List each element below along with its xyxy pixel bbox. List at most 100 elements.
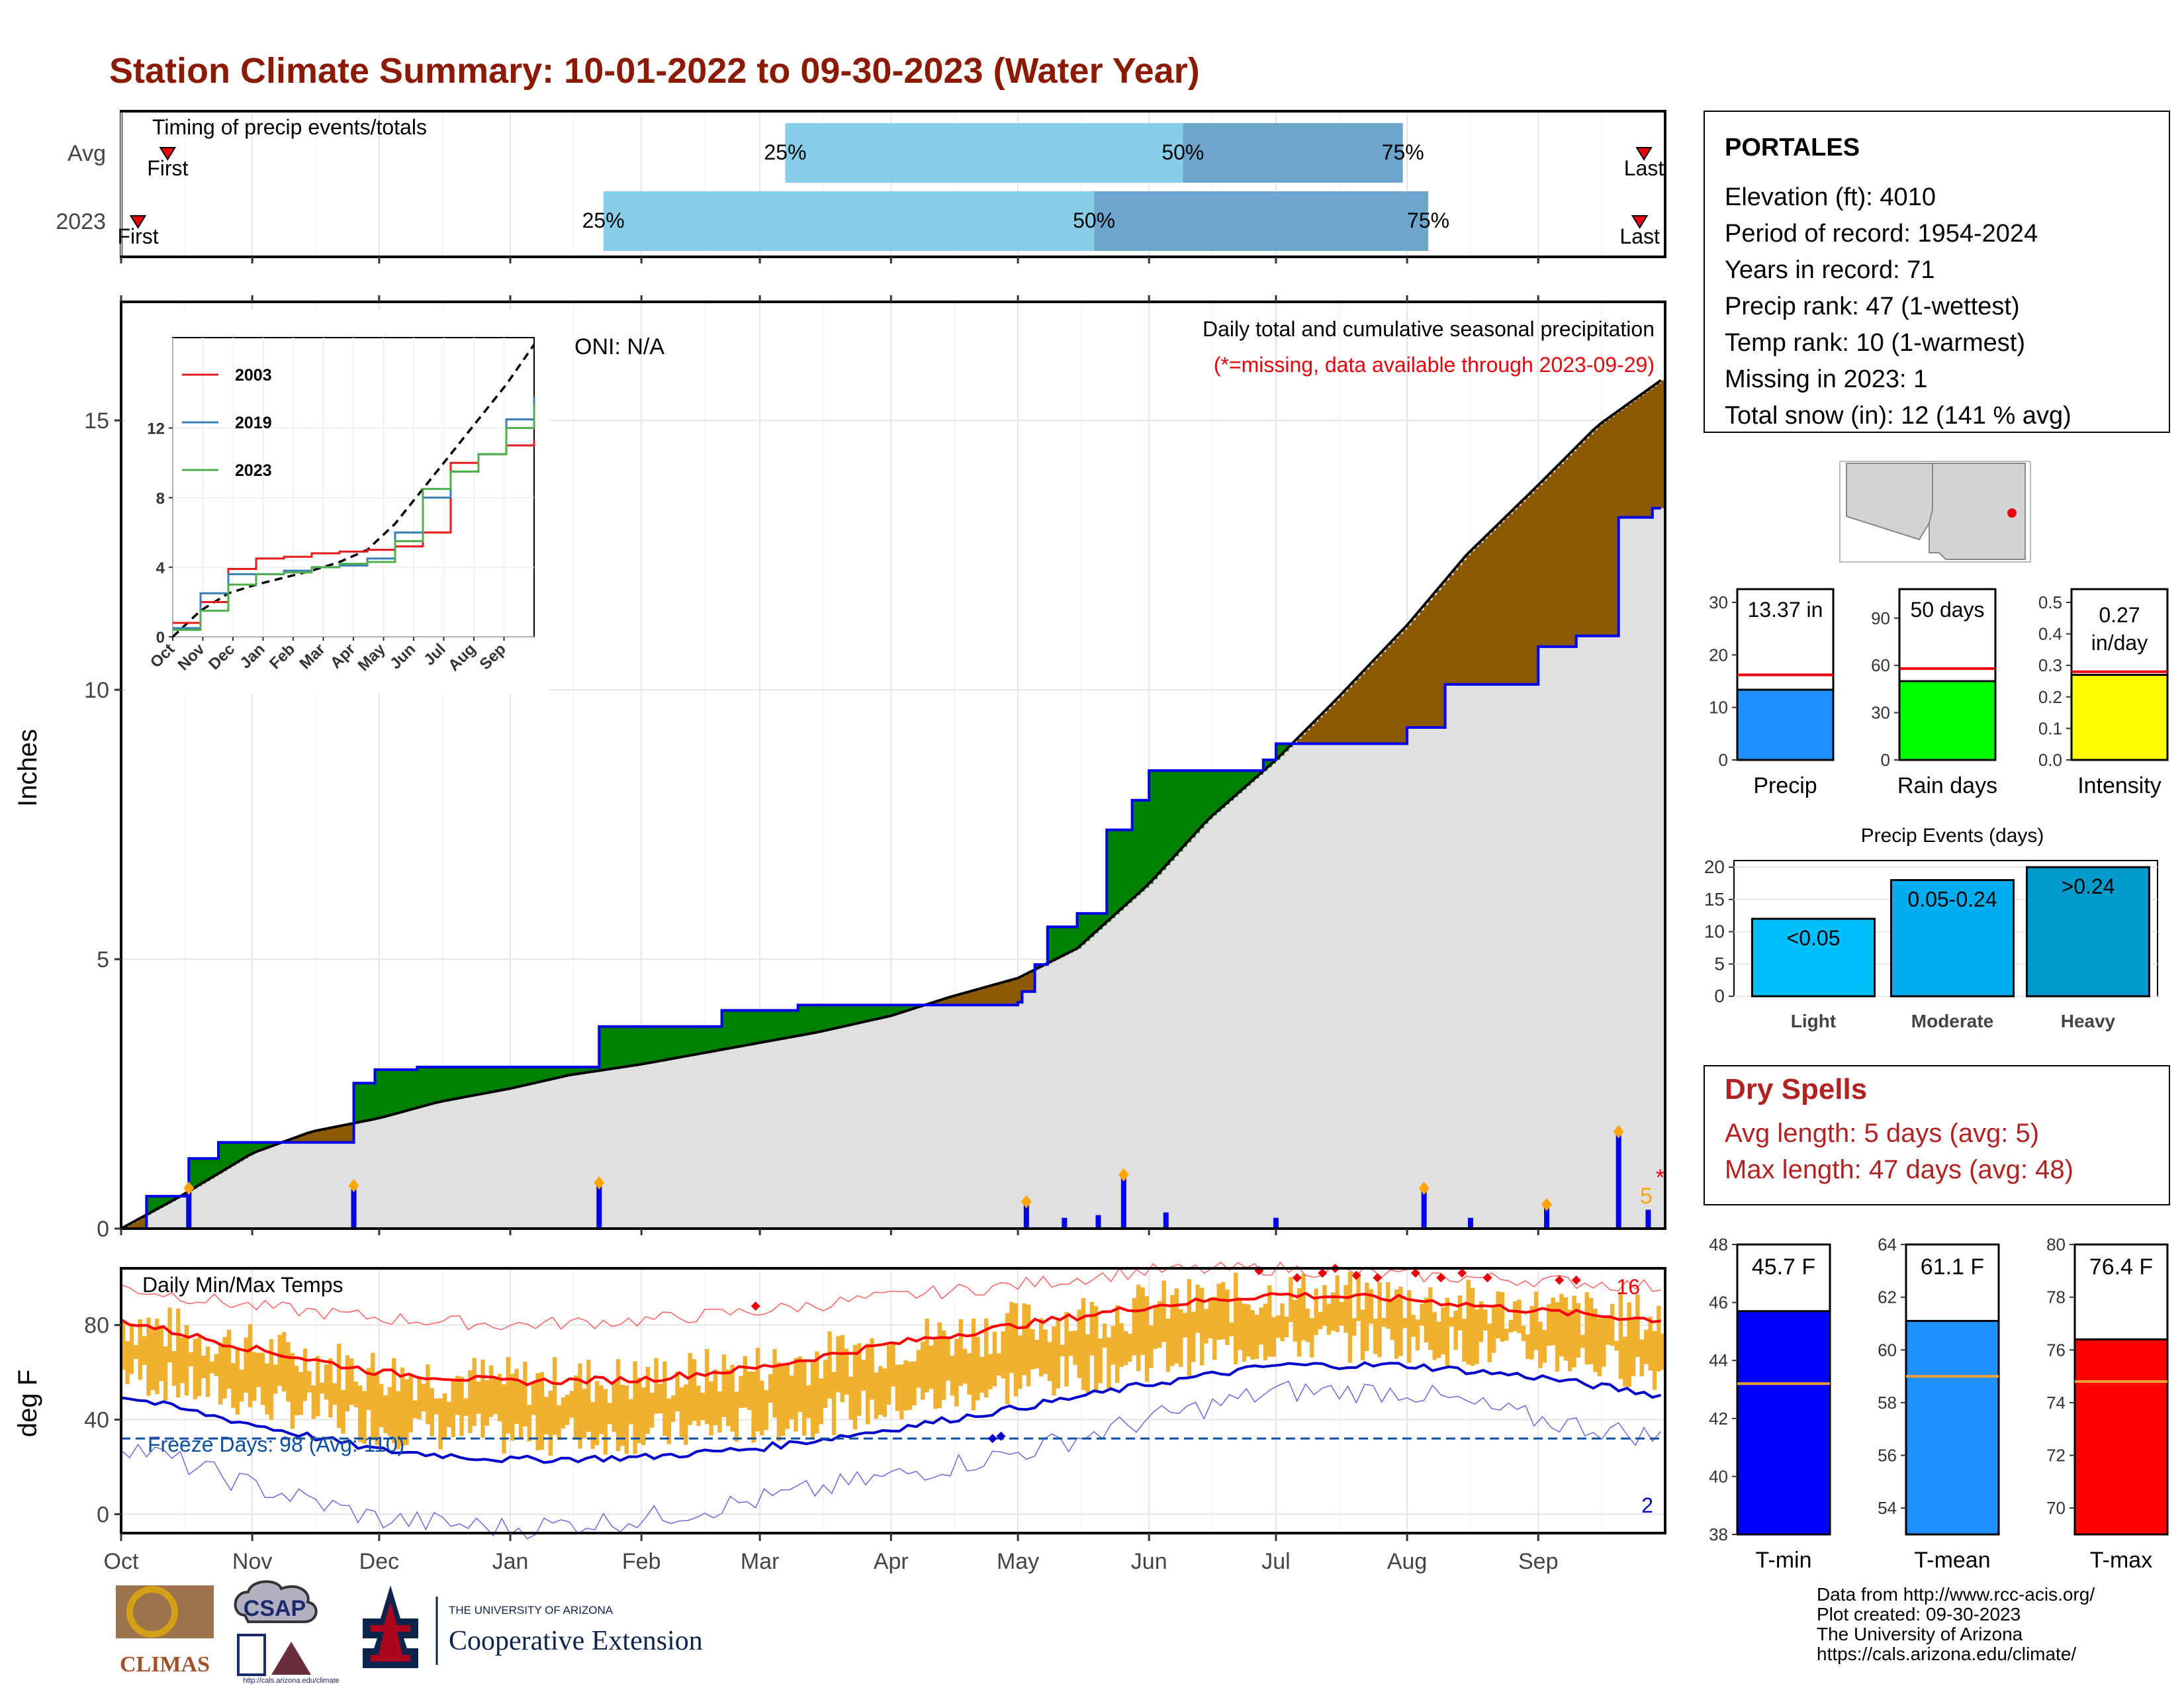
timing-row-avg-label: Avg	[68, 141, 106, 166]
timing-bars: 25% 50% 75% First Last 25% 50% 75% First Last	[117, 123, 1664, 251]
csap-logo-mountain	[271, 1642, 311, 1675]
station-details: Elevation (ft): 4010 Period of record: 19…	[1725, 183, 2071, 430]
daily-precip-bar	[1163, 1212, 1169, 1229]
temp-y-tick-label: 40	[84, 1408, 109, 1433]
precip-events-y-tick-label: 0	[1714, 986, 1725, 1006]
summary-bar-label: Rain days	[1897, 773, 1997, 798]
timing-p75-label: 75%	[1382, 140, 1424, 164]
precip-events-bar-heavy	[2026, 866, 2150, 998]
dry-spells-avg: Avg length: 5 days (avg: 5)	[1725, 1119, 2039, 1148]
ua-logo-small-text: THE UNIVERSITY OF ARIZONA	[449, 1604, 614, 1617]
temp-bar-y-tick-label: 58	[1878, 1393, 1897, 1413]
heavy-event-marker	[1021, 1195, 1032, 1209]
climas-logo-text: CLIMAS	[120, 1652, 210, 1677]
record-high-marker	[1571, 1275, 1581, 1285]
temp-y-tick-label: 0	[97, 1502, 109, 1527]
temp-bar-y-tick-label: 44	[1709, 1350, 1728, 1370]
record-high-marker	[1318, 1268, 1328, 1278]
summary-y-tick-label: 0.1	[2038, 718, 2062, 738]
summary-y-tick-label: 20	[1709, 645, 1728, 665]
temp-bar-y-tick-label: 42	[1709, 1409, 1728, 1429]
summary-y-tick-label: 0	[1719, 750, 1728, 770]
month-tick-label: Jun	[1131, 1549, 1167, 1574]
cold-days-count: 2	[1641, 1493, 1653, 1517]
temp-bar-y-tick-label: 40	[1709, 1466, 1728, 1486]
summary-y-tick-label: 30	[1871, 703, 1890, 723]
summary-bars: 0 10 20 30 13.37 in Precip 0 30 60 90 50 days Rain …	[1709, 588, 2169, 798]
map-state-new-mexico	[1929, 463, 2026, 560]
inset-legend-label: 2003	[235, 366, 272, 385]
month-tick-label: Nov	[232, 1549, 272, 1574]
precip-events-y-tick-label: 10	[1704, 921, 1725, 942]
precip-y-tick-label: 15	[84, 408, 109, 434]
footer-credit-line: Plot created: 09-30-2023	[1817, 1604, 2021, 1624]
temp-bar-y-tick-label: 54	[1878, 1498, 1897, 1518]
record-high-marker	[1555, 1275, 1565, 1285]
inset-legend-label: 2023	[235, 461, 272, 480]
temp-bar-y-tick-label: 74	[2046, 1393, 2066, 1413]
precip-y-tick-label: 0	[97, 1217, 109, 1242]
inset-y-tick-label: 8	[156, 490, 165, 508]
timing-panel: 25% 50% 75% First Last 25% 50% 75% First Last Tim…	[56, 110, 1666, 258]
precip-annotation-missing: (*=missing, data available through 2023-…	[1214, 353, 1655, 377]
temp-bar-t-max	[2073, 1338, 2169, 1536]
daily-precip-bar	[1023, 1204, 1029, 1229]
precip-panel: 0 5 10 15 Inches Daily total and cumulative…	[13, 301, 1666, 1242]
temp-panel-label: Daily Min/Max Temps	[142, 1273, 343, 1297]
summary-y-tick-label: 60	[1871, 655, 1890, 675]
precip-count-label: 5	[1640, 1184, 1653, 1209]
timing-panel-label: Timing of precip events/totals	[152, 115, 427, 139]
precip-events-chart: Precip Events (days) 05101520<0.05Light0…	[1704, 825, 2158, 1031]
precip-events-y-tick-label: 15	[1704, 889, 1725, 910]
summary-y-tick-label: 0.5	[2038, 592, 2062, 612]
record-high-marker	[1410, 1268, 1420, 1278]
precip-daily-bars	[183, 1125, 1651, 1229]
summary-bar-value: 13.37 in	[1748, 598, 1823, 622]
precip-fills	[120, 379, 1665, 1230]
dry-spells-box: Dry Spells Avg length: 5 days (avg: 5) M…	[1704, 1065, 2170, 1205]
precip-events-bar-label: 0.05-0.24	[1907, 888, 1997, 912]
temperature-summary-bars: 38 40 42 44 46 48 45.7 F T-min 54 56 58 60 62 64 61.1 …	[1709, 1235, 2169, 1573]
average-cumulative-line	[120, 379, 1662, 1230]
record-high-marker	[751, 1301, 760, 1311]
average-min-temp-line	[120, 1361, 1662, 1464]
temp-content	[120, 1261, 1665, 1540]
last-event-marker	[1631, 215, 1649, 229]
daily-precip-bar	[1467, 1217, 1473, 1229]
daily-temperature-range-bars	[121, 1272, 1665, 1456]
station-detail-line: Years in record: 71	[1725, 256, 1935, 284]
dry-spells-title: Dry Spells	[1725, 1073, 1867, 1105]
summary-y-tick-label: 90	[1871, 608, 1890, 628]
summary-y-tick-label: 0.3	[2038, 655, 2062, 675]
timing-p75-label: 75%	[1407, 209, 1449, 232]
precip-events-bar-light	[1751, 917, 1876, 998]
dry-spells-frame	[1704, 1065, 2170, 1205]
page-title: Station Climate Summary: 10-01-2022 to 0…	[109, 51, 1200, 91]
month-tick-label: Apr	[874, 1549, 909, 1574]
summary-bar-label: Intensity	[2077, 773, 2161, 798]
record-high-marker	[1482, 1273, 1492, 1283]
temp-bar-y-tick-label: 38	[1709, 1524, 1728, 1544]
timing-p25-label: 25%	[582, 209, 625, 232]
temp-panel: 0 40 80 deg F Daily Min/Max Temps Freeze D…	[13, 1261, 1666, 1540]
month-tick-label: Jul	[1261, 1549, 1290, 1574]
precip-events-bar-label: >0.24	[2062, 874, 2115, 898]
timing-row-2023-label: 2023	[56, 209, 106, 234]
station-box-frame	[1704, 111, 2170, 433]
record-high-marker	[1436, 1273, 1446, 1283]
temp-bar-value: 76.4 F	[2089, 1254, 2153, 1280]
timing-bar-25-50	[603, 191, 1095, 251]
summary-y-tick-label: 0.0	[2038, 750, 2062, 770]
average-max-temp-line	[120, 1291, 1661, 1387]
inset-series-line-2023	[173, 405, 535, 631]
station-detail-line: Total snow (in): 12 (141 % avg)	[1725, 402, 2071, 430]
last-event-label: Last	[1624, 156, 1664, 180]
ua-logo-big-text: Cooperative Extension	[449, 1626, 703, 1656]
heavy-event-marker	[1541, 1197, 1553, 1211]
temp-y-label: deg F	[13, 1370, 42, 1437]
station-name: PORTALES	[1725, 134, 1860, 162]
precip-events-content: 0 5 10 15 20 <0.05 Light 0.05-0.24 Moderate >0.24…	[1704, 857, 2158, 1031]
daily-precip-bar	[351, 1188, 357, 1229]
heavy-event-marker	[1118, 1168, 1129, 1182]
